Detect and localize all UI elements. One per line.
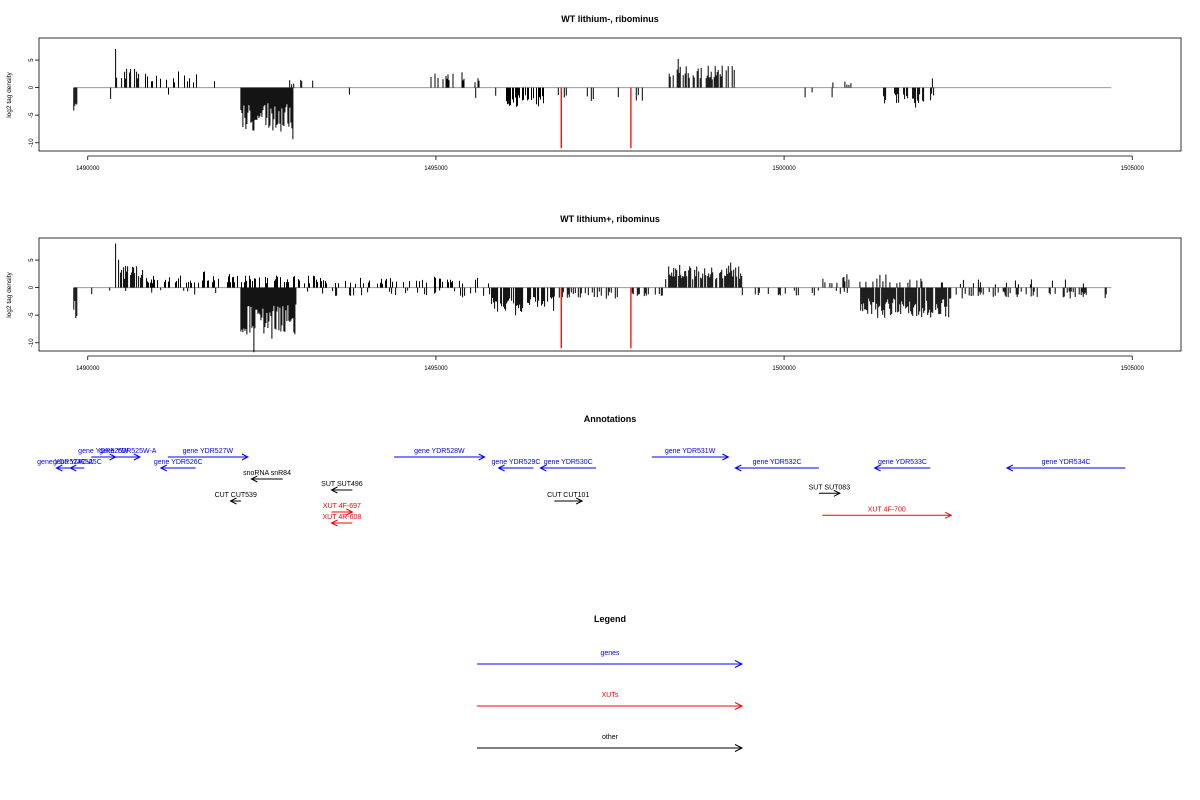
y-tick-label: -10 xyxy=(29,338,35,347)
track-panel-lithium-plus: WT lithium+, ribominus log2 tag density … xyxy=(6,214,1181,372)
y-tick-label: -5 xyxy=(29,112,35,118)
x-axis: 1490000 1495000 1500000 1505000 xyxy=(76,156,1145,172)
annotations-title: Annotations xyxy=(584,414,637,424)
legend-label: other xyxy=(602,734,619,741)
feature-label: gene YDR532C xyxy=(753,459,802,466)
feature-label: XUT 4F-700 xyxy=(868,506,906,513)
annotation-feature: XUT 4F-700 xyxy=(822,506,951,518)
feature-label: SUT SUT496 xyxy=(321,481,363,488)
feature-label: SUT SUT083 xyxy=(809,484,851,491)
track-panel-lithium-minus: WT lithium-, ribominus log2 tag density … xyxy=(6,14,1181,172)
annotation-feature: CUT CUT539 xyxy=(215,492,257,504)
feature-label: XUT 4R-608 xyxy=(323,514,362,521)
y-tick-label: 0 xyxy=(29,285,35,289)
feature-label: CUT CUT539 xyxy=(215,492,257,499)
x-tick-label: 1490000 xyxy=(76,366,100,372)
feature-label: gene YDR533C xyxy=(878,459,927,466)
legend-title: Legend xyxy=(594,614,626,624)
y-tick-label: -5 xyxy=(29,312,35,318)
annotation-feature: gene YDR532C xyxy=(735,459,819,471)
x-tick-label: 1505000 xyxy=(1121,166,1145,172)
annotation-feature: CUT CUT101 xyxy=(547,492,589,504)
feature-label: gene YDR529C xyxy=(492,459,541,466)
feature-label: gene YDR528W xyxy=(414,448,465,455)
y-tick-label: 5 xyxy=(29,58,35,62)
annotation-feature: gene YDR526C xyxy=(154,459,203,471)
feature-label: XUT 4F-697 xyxy=(323,503,361,510)
y-tick-label: 0 xyxy=(29,85,35,89)
annotation-feature: gene YDR533C xyxy=(875,459,931,471)
y-tick-label: 5 xyxy=(29,258,35,262)
annotation-features: gene YDR524C-Agene YDR525Cgene YDR525Wge… xyxy=(37,448,1125,526)
y-axis-label: log2 tag density xyxy=(6,71,13,117)
y-axis: -10 -5 0 5 xyxy=(29,258,39,347)
legend-item: genes xyxy=(477,650,742,668)
annotation-feature: SUT SUT083 xyxy=(809,484,851,496)
annotation-feature: gene YDR525W-A xyxy=(99,448,157,460)
feature-label: gene YDR527W xyxy=(183,448,234,455)
plot-frame xyxy=(39,238,1181,351)
legend-item: other xyxy=(477,734,742,752)
plot-spikes xyxy=(561,288,631,349)
feature-label: gene YDR526C xyxy=(154,459,203,466)
plot-frame xyxy=(39,38,1181,151)
plot-bars xyxy=(74,244,1106,353)
y-tick-label: -10 xyxy=(29,138,35,147)
feature-label: gene YDR531W xyxy=(665,448,716,455)
plot-spikes xyxy=(561,88,631,149)
legend-label: genes xyxy=(600,650,620,657)
annotation-feature: XUT 4R-608 xyxy=(323,514,362,526)
legend-items: genes XUTs other xyxy=(477,650,742,752)
x-tick-label: 1500000 xyxy=(772,166,796,172)
feature-label: CUT CUT101 xyxy=(547,492,589,499)
x-tick-label: 1495000 xyxy=(424,366,448,372)
genome-browser-figure: WT lithium-, ribominus log2 tag density … xyxy=(0,0,1200,800)
annotation-feature: gene YDR531W xyxy=(652,448,729,460)
feature-label: snoRNA snR84 xyxy=(243,470,291,477)
panel-title: WT lithium+, ribominus xyxy=(560,214,660,224)
legend-item: XUTs xyxy=(477,692,742,710)
annotation-feature: gene YDR530C xyxy=(540,459,596,471)
y-axis: -10 -5 0 5 xyxy=(29,58,39,147)
plot-bars xyxy=(74,49,934,139)
feature-label: gene YDR530C xyxy=(544,459,593,466)
feature-label: gene YDR525W-A xyxy=(99,448,157,455)
annotation-feature: SUT SUT496 xyxy=(321,481,363,493)
x-tick-label: 1490000 xyxy=(76,166,100,172)
annotation-feature: gene YDR529C xyxy=(492,459,541,471)
legend-panel: Legend genes XUTs other xyxy=(477,614,742,752)
x-axis: 1490000 1495000 1500000 1505000 xyxy=(76,356,1145,372)
feature-label: gene YDR534C xyxy=(1042,459,1091,466)
annotation-feature: snoRNA snR84 xyxy=(243,470,291,482)
panel-title: WT lithium-, ribominus xyxy=(561,14,659,24)
x-tick-label: 1500000 xyxy=(772,366,796,372)
y-axis-label: log2 tag density xyxy=(6,271,13,317)
annotation-feature: gene YDR525C xyxy=(53,459,102,471)
feature-label: gene YDR525C xyxy=(53,459,102,466)
legend-label: XUTs xyxy=(602,692,619,699)
annotation-feature: gene YDR528W xyxy=(394,448,485,460)
x-tick-label: 1505000 xyxy=(1121,366,1145,372)
annotation-feature: gene YDR534C xyxy=(1007,459,1125,471)
x-tick-label: 1495000 xyxy=(424,166,448,172)
